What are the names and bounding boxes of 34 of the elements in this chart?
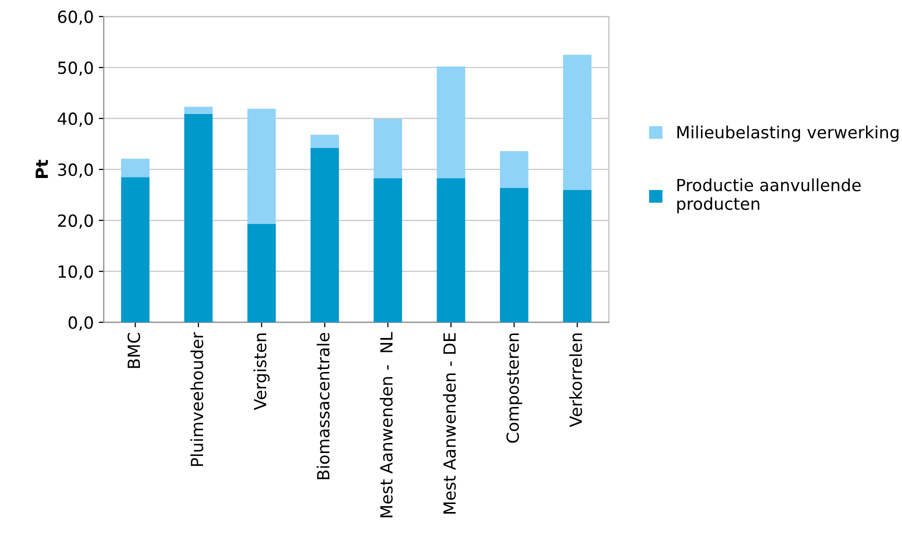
y-tick-label: 20,0 <box>58 214 93 229</box>
x-tick-label: Biomassacentrale <box>316 332 330 480</box>
bar <box>247 224 276 322</box>
bar <box>121 177 150 322</box>
x-tick-label: BMC <box>128 332 140 368</box>
y-tick-label: 40,0 <box>58 112 93 127</box>
x-tick-label: Mest Aanwenden - NL <box>380 332 393 518</box>
bar <box>374 118 402 178</box>
y-tick-label: 30,0 <box>58 163 93 178</box>
y-tick-label: 50,0 <box>58 61 93 76</box>
y-tick-label: 10,0 <box>58 265 93 280</box>
bar <box>436 66 466 178</box>
bar <box>500 151 528 188</box>
y-tick-label: 0,0 <box>68 316 93 331</box>
y-tick-label: 60,0 <box>58 10 93 25</box>
x-tick-label: Vergisten <box>254 333 270 410</box>
bar <box>247 108 276 224</box>
x-tick-label: Pluimveehouder <box>190 332 204 466</box>
bar <box>500 188 528 322</box>
bar <box>310 134 339 148</box>
bar <box>563 54 592 190</box>
x-tick-label: Composteren <box>506 333 522 443</box>
bar <box>436 178 466 322</box>
x-tick-label: Mest Aanwenden - DE <box>442 333 456 514</box>
legend-label: Milieubelasting verwerking <box>677 126 898 142</box>
bar <box>374 178 402 322</box>
y-axis-title: Pt <box>36 160 48 178</box>
bar <box>184 106 213 114</box>
legend-label: Productie aanvullende producten <box>677 178 861 214</box>
x-tick-label: Verkorrelen <box>569 333 582 428</box>
bar <box>121 158 150 178</box>
bar <box>563 190 592 322</box>
bar <box>184 114 213 322</box>
bar <box>310 148 339 322</box>
